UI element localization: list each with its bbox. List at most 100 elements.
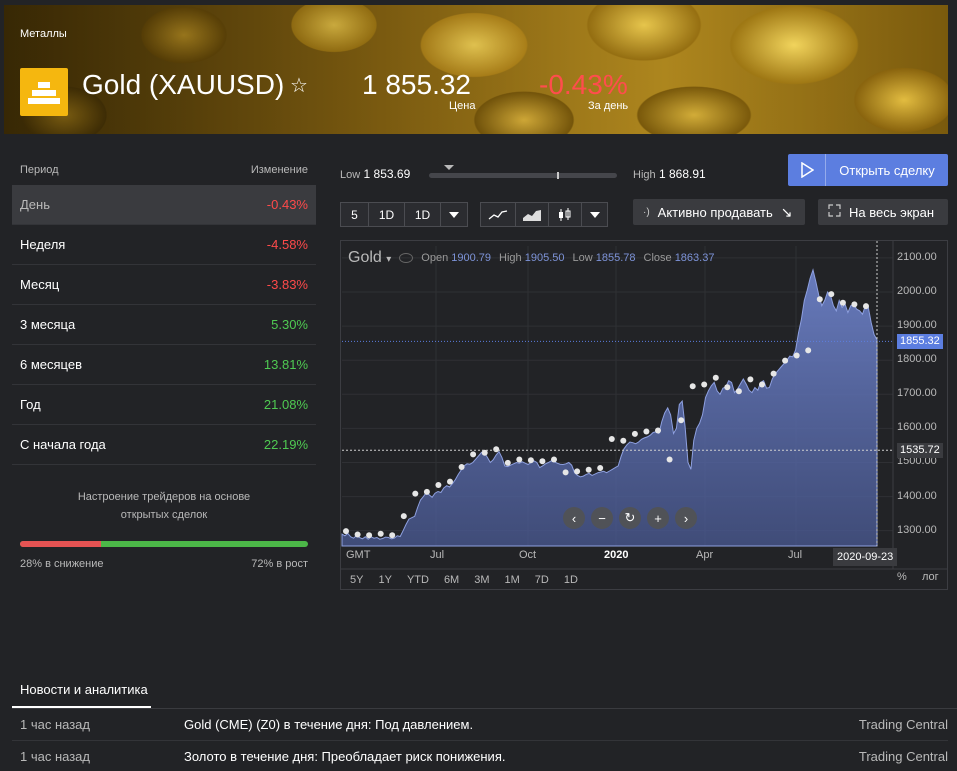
event-marker: [839, 299, 846, 306]
day-low: Low 1 853.69: [340, 167, 410, 181]
period-row[interactable]: Неделя -4.58%: [12, 225, 316, 265]
news-source: Trading Central: [858, 717, 948, 732]
period-label: 3 месяца: [20, 317, 76, 332]
range-tab[interactable]: 3M: [474, 574, 490, 586]
range-tab[interactable]: 7D: [534, 574, 549, 586]
range-tab[interactable]: 5Y: [350, 574, 364, 586]
range-tab[interactable]: 1Y: [378, 574, 392, 586]
event-marker: [793, 352, 800, 359]
y-tick-label: 1300.00: [897, 523, 937, 536]
interval-1d-selector[interactable]: 1D: [405, 203, 441, 226]
legend-high: High 1905.50: [499, 252, 565, 264]
column-change: Изменение: [250, 164, 308, 176]
line-chart-icon[interactable]: [481, 203, 516, 226]
event-marker: [366, 532, 373, 539]
event-marker: [493, 446, 500, 453]
daily-change: -0.43%: [539, 69, 628, 100]
gold-bars-icon: [20, 68, 68, 116]
y-tick-label: 1500.00: [897, 455, 937, 468]
sentiment-title-2: открытых сделок: [120, 509, 208, 521]
sentiment-down-label: 28% в снижение: [20, 558, 104, 570]
area-chart-icon[interactable]: [516, 203, 549, 226]
period-change: -3.83%: [266, 277, 308, 292]
price-area: [341, 268, 878, 547]
event-marker: [805, 347, 812, 354]
event-marker: [782, 357, 789, 364]
range-tab[interactable]: YTD: [406, 574, 429, 586]
low-key: Low: [340, 169, 361, 181]
event-marker: [712, 374, 719, 381]
scroll-right-icon[interactable]: ›: [675, 507, 697, 529]
period-row[interactable]: 6 месяцев 13.81%: [12, 345, 316, 385]
chart-symbol-selector[interactable]: Gold ▾: [348, 249, 392, 266]
fullscreen-button[interactable]: На весь экран: [818, 199, 948, 225]
open-deal-button[interactable]: Открыть сделку: [788, 154, 948, 186]
news-source: Trading Central: [858, 749, 948, 764]
sentiment-bar-down: [20, 541, 101, 547]
legend-close: Close 1863.37: [643, 252, 715, 264]
range-tab[interactable]: 1D: [563, 574, 578, 586]
period-row[interactable]: Год 21.08%: [12, 385, 316, 425]
chart-type-dropdown-icon[interactable]: [582, 203, 607, 226]
x-tick-label: GMT: [346, 549, 371, 561]
instrument-header: Металлы Gold (XAUUSD) ☆ 1 855.32 Цена -0…: [4, 5, 948, 134]
y-tick-label: 1800.00: [897, 353, 937, 366]
fullscreen-label: На весь экран: [849, 204, 935, 220]
event-marker: [631, 430, 638, 437]
scroll-left-icon[interactable]: ‹: [563, 507, 585, 529]
high-value: 1 868.91: [658, 167, 706, 181]
interval-dropdown-icon[interactable]: [441, 203, 467, 226]
sentiment-bar: [20, 541, 308, 547]
price-chart[interactable]: Gold ▾ Open 1900.79 High 1905.50 Low 185…: [340, 240, 948, 590]
period-row[interactable]: Месяц -3.83%: [12, 265, 316, 305]
legend-low: Low 1855.78: [572, 252, 636, 264]
x-tick-label: Apr: [696, 549, 714, 561]
candlestick-icon[interactable]: [549, 203, 582, 226]
current-price: 1 855.32: [362, 69, 471, 100]
expand-icon: [828, 204, 841, 220]
range-tab[interactable]: 6M: [443, 574, 460, 586]
chart-type-toolbar: [480, 202, 608, 227]
eye-icon[interactable]: [399, 253, 414, 263]
event-marker: [724, 384, 731, 391]
zoom-in-icon[interactable]: +: [647, 507, 669, 529]
event-marker: [343, 528, 349, 535]
chart-legend: Gold ▾ Open 1900.79 High 1905.50 Low 185…: [348, 249, 714, 267]
period-change: 21.08%: [263, 397, 308, 412]
period-row[interactable]: 3 месяца 5.30%: [12, 305, 316, 345]
news-item[interactable]: 1 час назад Gold (CME) (Z0) в течение дня…: [12, 709, 948, 741]
event-marker: [816, 296, 823, 303]
play-icon: [788, 154, 826, 186]
zoom-out-icon[interactable]: −: [591, 507, 613, 529]
tab-news-analytics[interactable]: Новости и аналитика: [20, 682, 148, 697]
sell-active-button[interactable]: ·) Активно продавать ↘: [633, 199, 805, 225]
interval-1d-button[interactable]: 1D: [369, 203, 405, 226]
period-label: День: [20, 197, 50, 212]
period-label: Месяц: [20, 277, 60, 292]
breadcrumb[interactable]: Металлы: [20, 28, 67, 40]
period-performance-table: Период Изменение День -0.43% Неделя -4.58% М…: [12, 155, 316, 465]
chart-navigation: ‹ − ↻ + ›: [563, 507, 697, 529]
sell-active-label: Активно продавать: [657, 204, 773, 220]
event-marker: [655, 427, 661, 434]
news-item[interactable]: 1 час назад Золото в течение дня: Преобла…: [12, 741, 948, 771]
period-row[interactable]: День -0.43%: [12, 185, 316, 225]
percent-toggle[interactable]: %: [897, 571, 907, 583]
x-tick-label: 2020: [604, 549, 629, 561]
y-tick-label: 1400.00: [897, 489, 937, 502]
low-value: 1 853.69: [363, 167, 411, 181]
log-toggle[interactable]: лог: [922, 571, 939, 583]
period-row[interactable]: С начала года 22.19%: [12, 425, 316, 465]
signal-icon: ·): [643, 206, 650, 218]
star-icon[interactable]: ☆: [290, 75, 308, 97]
event-marker: [389, 532, 396, 539]
range-tab[interactable]: 1M: [504, 574, 520, 586]
count-selector[interactable]: 5: [341, 203, 369, 226]
reset-icon[interactable]: ↻: [619, 507, 641, 529]
event-marker: [620, 437, 627, 444]
event-marker: [585, 466, 592, 473]
event-marker: [447, 478, 453, 485]
range-tabs: 5Y 1Y YTD 6M 3M 1M 7D 1D: [341, 571, 947, 589]
range-pointer-icon: [444, 165, 454, 170]
arrow-down-right-icon: ↘: [780, 203, 793, 220]
